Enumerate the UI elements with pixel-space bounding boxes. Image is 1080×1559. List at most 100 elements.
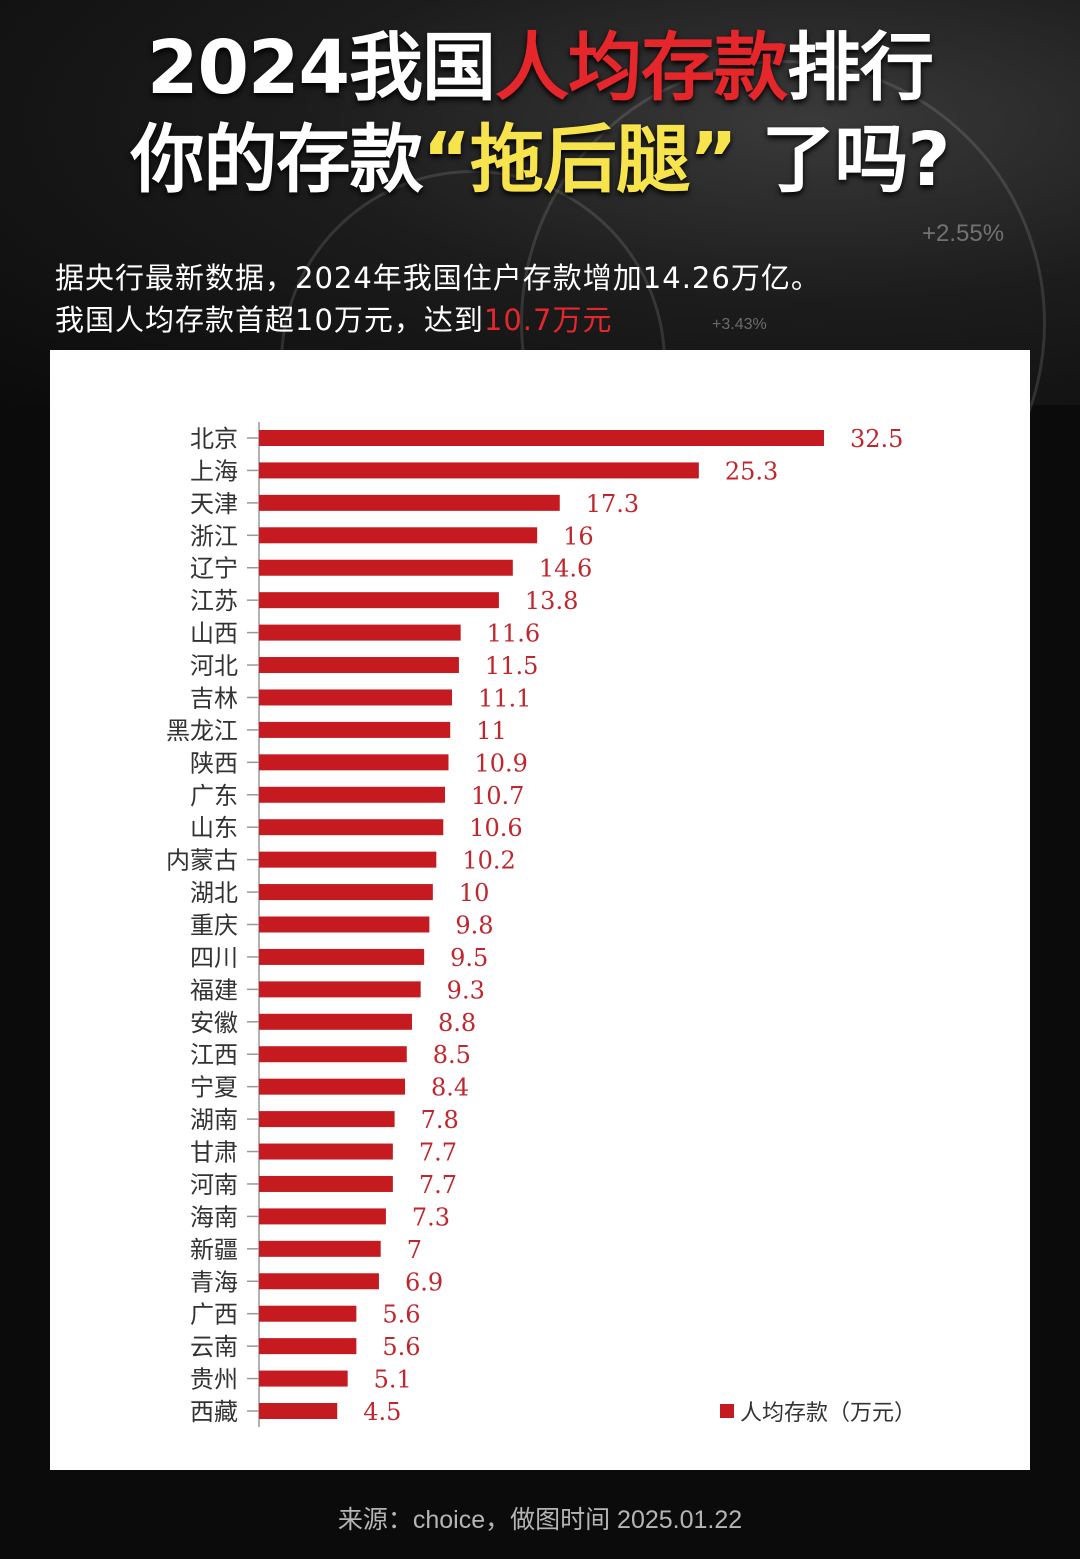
category-label: 黑龙江 xyxy=(166,717,238,745)
value-label: 10.6 xyxy=(469,814,522,842)
subtitle-line-2: 我国人均存款首超10万元，达到10.7万元 xyxy=(55,297,612,339)
value-label: 11.6 xyxy=(487,620,540,648)
bar xyxy=(259,1240,381,1257)
category-label: 广东 xyxy=(190,782,238,810)
category-label: 宁夏 xyxy=(190,1074,238,1102)
bar xyxy=(259,494,560,511)
value-label: 6.9 xyxy=(405,1268,443,1296)
category-label: 山东 xyxy=(190,814,238,842)
bar xyxy=(259,559,513,576)
value-label: 10.2 xyxy=(462,847,515,875)
value-label: 7.7 xyxy=(419,1139,457,1167)
category-label: 河北 xyxy=(190,652,238,680)
category-label: 云南 xyxy=(190,1333,238,1361)
category-label: 内蒙古 xyxy=(166,847,238,875)
bar xyxy=(259,1370,348,1387)
value-label: 8.8 xyxy=(438,1009,476,1037)
title-text: 2024我国 xyxy=(147,25,496,111)
bar xyxy=(259,462,699,479)
category-label: 河南 xyxy=(190,1171,238,1199)
title-text: 了吗? xyxy=(736,117,951,203)
category-label: 上海 xyxy=(190,457,238,485)
bar xyxy=(259,948,425,965)
value-label: 10.7 xyxy=(471,782,524,810)
value-label: 10 xyxy=(459,879,490,907)
category-label: 天津 xyxy=(190,490,238,518)
value-label: 9.3 xyxy=(447,976,485,1004)
value-label: 10.9 xyxy=(474,749,527,777)
value-label: 11.1 xyxy=(478,684,531,712)
subtitle-text: 我国人均存款首超10万元，达到 xyxy=(55,303,484,337)
category-label: 青海 xyxy=(190,1268,238,1296)
category-label: 浙江 xyxy=(190,522,238,550)
bar xyxy=(259,981,421,998)
category-label: 辽宁 xyxy=(190,555,238,583)
category-label: 安徽 xyxy=(190,1009,238,1037)
category-label: 陕西 xyxy=(190,749,238,777)
bar xyxy=(259,851,437,868)
bar xyxy=(259,1338,357,1355)
bar xyxy=(259,1273,379,1290)
value-label: 8.4 xyxy=(431,1074,469,1102)
bar xyxy=(259,819,444,836)
category-label: 广西 xyxy=(190,1301,238,1329)
category-label: 江西 xyxy=(190,1041,238,1069)
value-label: 7.3 xyxy=(412,1203,450,1231)
bar xyxy=(259,1208,386,1225)
value-label: 17.3 xyxy=(586,490,639,518)
chart-panel xyxy=(50,350,1030,1470)
bar xyxy=(259,1175,393,1192)
legend: 人均存款（万元） xyxy=(720,1395,916,1427)
value-label: 13.8 xyxy=(525,587,578,615)
value-label: 11 xyxy=(476,717,507,745)
bar xyxy=(259,786,446,803)
value-label: 16 xyxy=(563,522,594,550)
category-label: 新疆 xyxy=(190,1236,238,1264)
category-label: 江苏 xyxy=(190,587,238,615)
category-label: 贵州 xyxy=(190,1366,238,1394)
value-label: 7.8 xyxy=(421,1106,459,1134)
value-label: 7.7 xyxy=(419,1171,457,1199)
bar xyxy=(259,1403,338,1419)
category-label: 四川 xyxy=(190,944,238,972)
title-line-1: 2024我国人均存款排行 xyxy=(0,8,1080,115)
value-label: 4.5 xyxy=(363,1398,401,1426)
bar xyxy=(259,430,824,446)
bar xyxy=(259,1111,395,1128)
title-text: 排行 xyxy=(786,25,934,111)
subtitle-highlight: 10.7万元 xyxy=(483,303,613,337)
bar xyxy=(259,884,433,901)
category-label: 北京 xyxy=(190,425,238,453)
title-line-2: 你的存款“拖后腿” 了吗? xyxy=(0,100,1080,207)
bar xyxy=(259,592,499,609)
category-label: 海南 xyxy=(190,1203,238,1231)
value-label: 5.6 xyxy=(382,1333,420,1361)
category-label: 西藏 xyxy=(190,1398,238,1426)
legend-swatch xyxy=(720,1404,734,1418)
value-label: 25.3 xyxy=(725,457,778,485)
category-label: 福建 xyxy=(190,976,238,1004)
value-label: 5.6 xyxy=(382,1301,420,1329)
bar xyxy=(259,1305,357,1322)
category-label: 重庆 xyxy=(190,912,238,940)
bar xyxy=(259,1078,406,1095)
bar xyxy=(259,1013,412,1030)
value-label: 5.1 xyxy=(374,1366,412,1394)
category-label: 湖南 xyxy=(190,1106,238,1134)
value-label: 8.5 xyxy=(433,1041,471,1069)
legend-label: 人均存款（万元） xyxy=(740,1401,917,1426)
value-label: 32.5 xyxy=(850,425,903,453)
background-label: +3.43% xyxy=(712,316,767,333)
value-label: 11.5 xyxy=(485,652,538,680)
bar xyxy=(259,721,451,738)
bar xyxy=(259,657,459,674)
bar xyxy=(259,916,430,933)
bar xyxy=(259,689,452,706)
value-label: 9.5 xyxy=(450,944,488,972)
background-label: +2.55% xyxy=(922,220,1005,247)
value-label: 9.8 xyxy=(455,912,493,940)
source-note: 来源：choice，做图时间 2025.01.22 xyxy=(337,1506,743,1534)
bar xyxy=(259,1143,393,1160)
category-label: 山西 xyxy=(190,620,238,648)
title-text: 你的存款 xyxy=(130,117,424,203)
